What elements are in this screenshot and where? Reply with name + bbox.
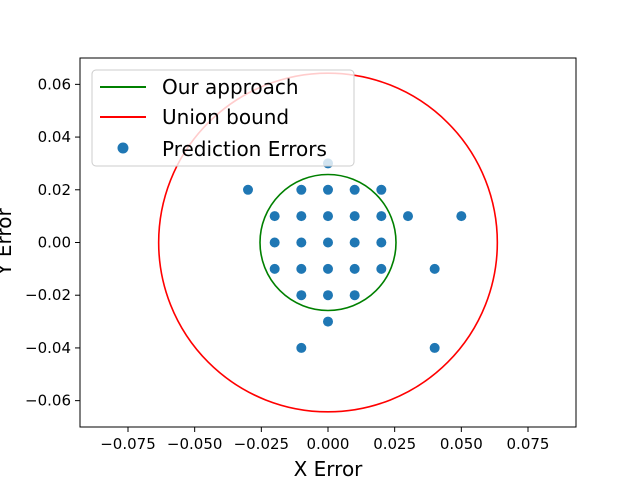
legend-box	[91, 69, 355, 167]
scatter-point	[296, 342, 307, 353]
scatter-point	[349, 263, 360, 274]
scatter-point	[349, 290, 360, 301]
legend-swatch-prediction-errors	[117, 142, 129, 154]
scatter-point	[349, 211, 360, 222]
scatter-point	[456, 211, 467, 222]
scatter-point	[323, 263, 333, 274]
x-tick-label: −0.025	[234, 435, 290, 453]
scatter-point	[349, 237, 360, 248]
x-tick-label: 0.000	[307, 435, 350, 453]
our-approach-circle	[259, 173, 397, 312]
y-tick-label: 0.06	[38, 75, 71, 93]
scatter-point	[429, 342, 440, 353]
scatter-point	[296, 237, 307, 248]
scatter-point	[296, 184, 307, 195]
y-tick-label: −0.02	[25, 286, 71, 304]
scatter-point	[296, 211, 307, 222]
y-tick-label: −0.04	[25, 339, 71, 357]
scatter-point	[323, 184, 333, 195]
scatter-point	[323, 237, 333, 248]
scatter-point	[376, 263, 387, 274]
scatter-point	[349, 184, 360, 195]
y-axis: −0.06 −0.04 −0.02 0.00 0.02 0.04 0.06	[25, 75, 80, 410]
x-tick-label: 0.025	[373, 435, 416, 453]
scatter-point	[269, 211, 280, 222]
scatter-point	[323, 290, 333, 301]
scatter-point	[403, 211, 413, 222]
x-axis-label: X Error	[294, 457, 364, 480]
x-tick-label: −0.075	[100, 435, 156, 453]
y-tick-label: −0.06	[25, 392, 71, 410]
y-axis-label: Y Error	[0, 208, 16, 277]
x-axis: −0.075 −0.050 −0.025 0.000 0.025 0.050 0.075	[100, 427, 549, 453]
y-tick-label: 0.04	[38, 128, 71, 146]
scatter-point	[323, 316, 333, 327]
scatter-point	[376, 211, 387, 222]
y-tick-label: 0.00	[38, 234, 71, 252]
y-tick-label: 0.02	[38, 181, 71, 199]
scatter-point	[376, 237, 387, 248]
scatter-point	[269, 263, 280, 274]
legend-label-prediction-errors: Prediction Errors	[162, 137, 327, 161]
legend: Our approach Union bound Prediction Erro…	[91, 69, 355, 167]
legend-label-union-bound: Union bound	[162, 105, 289, 129]
scatter-point	[243, 184, 253, 195]
scatter-point	[376, 184, 387, 195]
legend-label-our-approach: Our approach	[162, 75, 299, 99]
scatter-point	[296, 263, 307, 274]
x-tick-label: 0.050	[440, 435, 483, 453]
scatter-point	[296, 290, 307, 301]
x-tick-label: 0.075	[507, 435, 550, 453]
scatter-point	[429, 263, 440, 274]
x-tick-label: −0.050	[167, 435, 223, 453]
scatter-point	[269, 237, 280, 248]
scatter-point	[323, 211, 333, 222]
